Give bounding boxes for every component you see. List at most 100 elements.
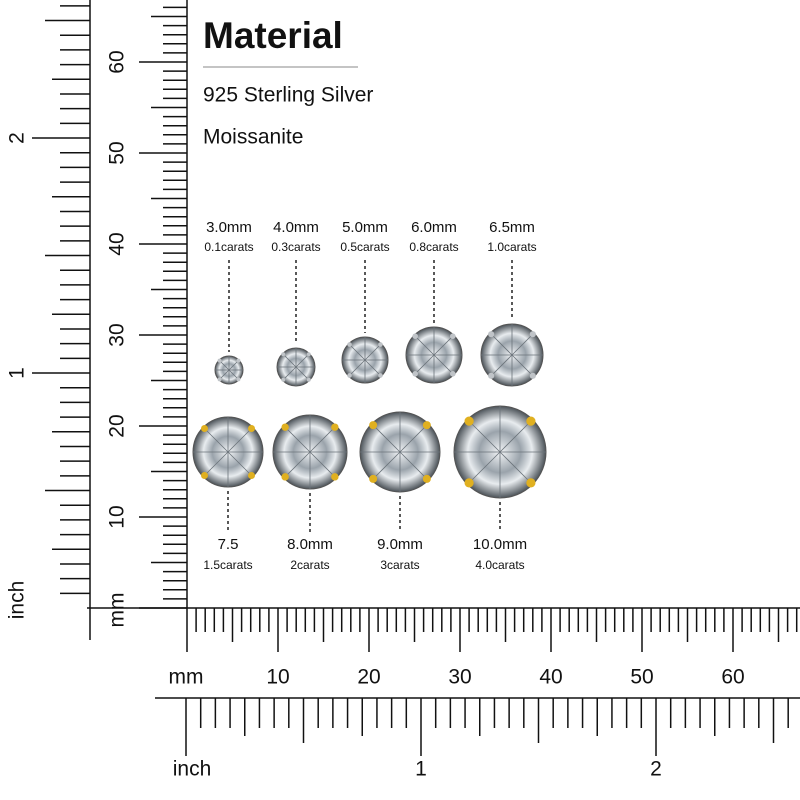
ruler-label: 30 — [106, 323, 129, 346]
stone-facet — [202, 451, 229, 478]
stone-facet — [467, 419, 501, 453]
ruler-unit: mm — [106, 593, 129, 628]
stone-facet — [413, 354, 435, 376]
stone-facet — [433, 354, 455, 376]
stone-size: 10.0mm — [473, 536, 527, 553]
stone-facet — [511, 332, 535, 356]
stone-facet — [348, 343, 366, 361]
ruler-label: 2 — [6, 132, 29, 144]
stone-weight: 1.0carats — [487, 240, 536, 254]
prong — [529, 372, 536, 379]
ruler-label: 10 — [106, 505, 129, 528]
prong — [412, 333, 418, 339]
stone-weight: 2carats — [290, 558, 329, 572]
stone-facet — [283, 425, 311, 453]
ruler-label: 50 — [630, 666, 653, 689]
ruler-label: 40 — [106, 232, 129, 255]
prong — [331, 423, 339, 431]
ruler-unit: mm — [169, 666, 204, 689]
prong — [200, 424, 208, 432]
stone-facet — [227, 451, 254, 478]
material-line: Moissanite — [203, 126, 303, 149]
prong — [422, 421, 431, 430]
ruler-label: 60 — [106, 50, 129, 73]
stone-facet — [348, 359, 366, 377]
ruler-label: 60 — [721, 666, 744, 689]
ruler-unit: inch — [173, 758, 212, 781]
prong — [331, 473, 339, 481]
stone-size: 7.5 — [218, 536, 239, 553]
ruler-label: 30 — [448, 666, 471, 689]
stone-facet — [227, 426, 254, 453]
stone-facet — [371, 423, 401, 453]
prong — [306, 352, 311, 357]
stone-facet — [433, 334, 455, 356]
prong — [422, 474, 431, 483]
stone-facet — [283, 451, 311, 479]
stone-facet — [371, 451, 401, 481]
stone-facet — [489, 332, 513, 356]
stone-facet — [399, 423, 429, 453]
prong — [464, 416, 474, 426]
prong — [236, 377, 241, 382]
prong — [248, 424, 256, 432]
stone-facet — [499, 419, 533, 453]
stone-size: 4.0mm — [273, 219, 319, 236]
stone-weight: 1.5carats — [203, 558, 252, 572]
prong — [281, 473, 289, 481]
prong — [464, 478, 474, 488]
stone-facet — [511, 354, 535, 378]
prong — [378, 373, 383, 378]
stone-facet — [202, 426, 229, 453]
prong — [217, 377, 222, 382]
stone-facet — [467, 451, 501, 485]
stone-size: 3.0mm — [206, 219, 252, 236]
prong — [450, 371, 456, 377]
prong — [281, 423, 289, 431]
prong — [526, 478, 536, 488]
prong — [488, 331, 495, 338]
stone-facet — [399, 451, 429, 481]
prong — [412, 371, 418, 377]
prong — [200, 472, 208, 480]
ruler-label: 10 — [266, 666, 289, 689]
prong — [369, 421, 378, 430]
stone-facet — [499, 451, 533, 485]
stone-weight: 0.1carats — [204, 240, 253, 254]
ruler-unit: inch — [6, 581, 29, 620]
prong — [378, 342, 383, 347]
stone-weight: 4.0carats — [475, 558, 524, 572]
stone-weight: 0.3carats — [271, 240, 320, 254]
prong — [529, 331, 536, 338]
stone-facet — [295, 353, 310, 368]
prong — [281, 352, 286, 357]
prong — [347, 373, 352, 378]
ruler-label: 40 — [539, 666, 562, 689]
stone-size: 5.0mm — [342, 219, 388, 236]
material-line: 925 Sterling Silver — [203, 84, 373, 107]
stone-facet — [364, 343, 382, 361]
stone-facet — [309, 425, 337, 453]
stone-facet — [309, 451, 337, 479]
ruler-label: 1 — [6, 367, 29, 379]
ruler-label: 50 — [106, 141, 129, 164]
stone-weight: 3carats — [380, 558, 419, 572]
prong — [347, 342, 352, 347]
ruler-ticks — [32, 5, 798, 756]
stone-facet — [282, 353, 297, 368]
stone-size: 8.0mm — [287, 536, 333, 553]
stones — [192, 260, 547, 532]
stone-facet — [489, 354, 513, 378]
stone-facet — [295, 366, 310, 381]
prong — [281, 377, 286, 382]
stone-weight: 0.5carats — [340, 240, 389, 254]
ruler-label: 20 — [106, 414, 129, 437]
prong — [248, 472, 256, 480]
prong — [217, 358, 222, 363]
prong — [306, 377, 311, 382]
stone-size: 6.5mm — [489, 219, 535, 236]
stone-size: 6.0mm — [411, 219, 457, 236]
prong — [488, 372, 495, 379]
stone-facet — [364, 359, 382, 377]
